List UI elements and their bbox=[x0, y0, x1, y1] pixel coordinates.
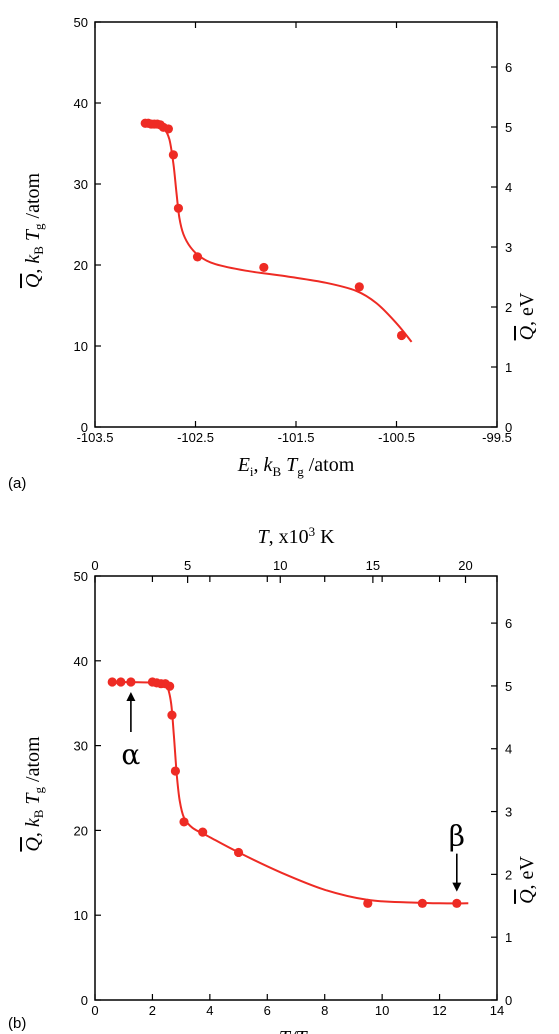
x-tick-label: -102.5 bbox=[177, 430, 214, 445]
y2-axis-title: Q, eV bbox=[516, 292, 538, 340]
x-tick-label: -101.5 bbox=[278, 430, 315, 445]
x-tick-label: 6 bbox=[264, 1003, 271, 1018]
data-point bbox=[165, 681, 175, 691]
y-tick-label: 40 bbox=[74, 96, 88, 111]
data-point bbox=[452, 898, 462, 908]
data-point bbox=[126, 677, 136, 687]
y2-tick-label: 3 bbox=[505, 240, 512, 255]
data-point bbox=[363, 898, 373, 908]
data-point bbox=[192, 252, 203, 262]
y2-tick-label: 5 bbox=[505, 679, 512, 694]
x-tick-label: -100.5 bbox=[378, 430, 415, 445]
data-point bbox=[179, 817, 189, 827]
panel-label: (a) bbox=[8, 475, 26, 492]
x-tick-label: -99.5 bbox=[482, 430, 512, 445]
y2-tick-label: 2 bbox=[505, 867, 512, 882]
x2-axis-title: T, x103 K bbox=[257, 524, 335, 548]
data-point bbox=[116, 677, 126, 687]
y2-tick-label: 6 bbox=[505, 60, 512, 75]
y2-tick-label: 2 bbox=[505, 300, 512, 315]
y2-tick-label: 1 bbox=[505, 930, 512, 945]
y-tick-label: 10 bbox=[74, 908, 88, 923]
plot-frame bbox=[94, 575, 498, 1001]
fit-curve bbox=[109, 681, 469, 905]
plot-frame bbox=[94, 21, 498, 428]
y-tick-label: 20 bbox=[74, 258, 88, 273]
annotation-arrow-head bbox=[452, 882, 462, 892]
y2-tick-label: 3 bbox=[505, 805, 512, 820]
annotation-label: β bbox=[449, 820, 465, 853]
y-tick-label: 0 bbox=[81, 420, 88, 435]
data-point bbox=[107, 677, 117, 687]
data-point bbox=[173, 203, 184, 213]
y2-tick-label: 5 bbox=[505, 120, 512, 135]
data-point bbox=[396, 330, 407, 341]
y2-tick-label: 6 bbox=[505, 616, 512, 631]
y2-tick-label: 0 bbox=[505, 993, 512, 1008]
data-point bbox=[417, 898, 427, 908]
y2-tick-label: 4 bbox=[505, 742, 512, 757]
y-axis-title: Q, kB Tg /atom bbox=[22, 736, 46, 852]
data-point bbox=[233, 847, 244, 858]
data-point bbox=[354, 282, 364, 292]
y-tick-label: 30 bbox=[74, 177, 88, 192]
y-tick-label: 30 bbox=[74, 739, 88, 754]
x-tick-label: 14 bbox=[490, 1003, 504, 1018]
x-tick-label: 4 bbox=[206, 1003, 213, 1018]
y-axis-title: Q, kB Tg /atom bbox=[22, 172, 46, 288]
x-tick-label: -103.5 bbox=[77, 430, 114, 445]
y-tick-label: 50 bbox=[74, 569, 88, 584]
y-tick-label: 40 bbox=[74, 654, 88, 669]
x-tick-label: 10 bbox=[375, 1003, 389, 1018]
x-tick-label: 0 bbox=[91, 1003, 98, 1018]
x-tick-label: 12 bbox=[432, 1003, 446, 1018]
x2-tick-label: 15 bbox=[366, 558, 380, 573]
y2-tick-label: 0 bbox=[505, 420, 512, 435]
x2-tick-label: 0 bbox=[91, 558, 98, 573]
x-axis-title: T/Tg bbox=[279, 1027, 314, 1034]
panel-a-chart: -103.5 -102.5 -101.5 -100.5 -99.501020304050… bbox=[8, 15, 538, 492]
data-point bbox=[198, 827, 208, 837]
y-tick-label: 0 bbox=[81, 993, 88, 1008]
data-point bbox=[167, 710, 177, 720]
x2-tick-label: 10 bbox=[273, 558, 287, 573]
x-tick-label: 8 bbox=[321, 1003, 328, 1018]
y2-axis-title: Q, eV bbox=[516, 856, 538, 904]
annotation-label: α bbox=[121, 738, 140, 771]
annotation-arrow-head bbox=[126, 692, 136, 701]
x-axis-title: Ei, kB Tg /atom bbox=[237, 454, 355, 479]
data-point bbox=[168, 150, 178, 160]
x-tick-label: 2 bbox=[149, 1003, 156, 1018]
y-tick-label: 20 bbox=[74, 823, 88, 838]
y-tick-label: 50 bbox=[74, 15, 88, 30]
data-point bbox=[163, 124, 173, 134]
x2-tick-label: 20 bbox=[458, 558, 472, 573]
fit-curve bbox=[143, 122, 413, 343]
panel-label: (b) bbox=[8, 1015, 26, 1032]
y2-tick-label: 1 bbox=[505, 360, 512, 375]
data-point bbox=[170, 766, 180, 776]
y-tick-label: 10 bbox=[74, 339, 88, 354]
x2-tick-label: 5 bbox=[184, 558, 191, 573]
data-point bbox=[259, 262, 269, 273]
y2-tick-label: 4 bbox=[505, 180, 512, 195]
